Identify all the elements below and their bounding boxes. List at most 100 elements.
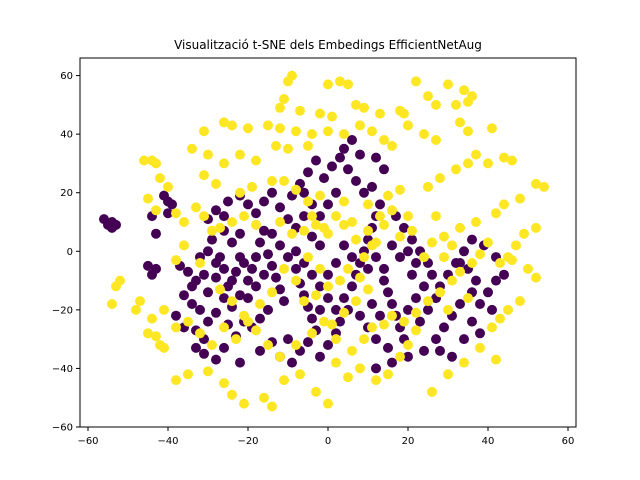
point-class-1 [311, 290, 321, 301]
point-class-0 [487, 304, 497, 315]
point-class-0 [339, 240, 349, 251]
point-class-1 [483, 237, 493, 248]
point-class-1 [343, 372, 353, 383]
point-class-1 [219, 322, 229, 333]
point-class-1 [279, 375, 289, 386]
point-class-1 [339, 219, 349, 230]
point-class-0 [395, 252, 405, 263]
plot-frame [79, 57, 577, 428]
point-class-1 [143, 328, 153, 339]
x-tick-label: 40 [482, 436, 495, 447]
point-class-1 [375, 108, 385, 119]
point-class-0 [255, 237, 265, 248]
point-class-1 [267, 287, 277, 298]
point-class-0 [435, 345, 445, 356]
point-class-0 [163, 208, 173, 219]
point-class-0 [235, 228, 245, 239]
point-class-1 [359, 102, 369, 113]
point-class-0 [407, 269, 417, 280]
point-class-0 [351, 176, 361, 186]
point-class-0 [267, 228, 277, 239]
point-class-1 [431, 135, 441, 145]
point-class-1 [307, 328, 317, 339]
point-class-0 [371, 334, 381, 345]
point-class-1 [507, 255, 517, 266]
point-class-1 [371, 375, 381, 386]
point-class-0 [179, 290, 189, 301]
point-class-0 [439, 322, 449, 333]
point-class-1 [387, 205, 397, 216]
point-class-1 [463, 126, 473, 137]
point-class-0 [235, 290, 245, 301]
point-class-1 [139, 155, 149, 166]
point-class-0 [447, 351, 457, 362]
point-class-1 [355, 363, 365, 374]
point-class-1 [291, 340, 301, 350]
point-class-1 [251, 219, 261, 230]
point-class-1 [275, 123, 285, 134]
point-class-0 [467, 234, 477, 245]
point-class-0 [499, 269, 509, 280]
point-class-1 [251, 155, 261, 166]
point-class-1 [443, 369, 453, 380]
point-class-1 [363, 284, 373, 295]
point-class-1 [463, 96, 473, 107]
point-class-1 [259, 392, 269, 403]
point-class-0 [431, 334, 441, 345]
point-class-1 [451, 99, 461, 110]
point-class-1 [323, 79, 333, 90]
point-class-0 [279, 296, 289, 307]
point-class-0 [375, 199, 385, 210]
point-class-0 [263, 249, 273, 260]
point-class-1 [327, 319, 337, 330]
x-tick-label: 20 [402, 436, 415, 447]
point-class-0 [299, 211, 309, 222]
point-class-0 [475, 299, 485, 309]
point-class-0 [491, 275, 501, 286]
point-class-1 [319, 316, 329, 327]
point-class-0 [399, 222, 409, 233]
point-class-1 [279, 263, 289, 274]
point-class-1 [291, 184, 301, 195]
point-class-0 [343, 164, 353, 175]
point-class-0 [363, 263, 373, 274]
point-class-1 [171, 322, 181, 333]
point-class-0 [227, 275, 237, 286]
point-class-0 [291, 263, 301, 274]
point-class-1 [423, 296, 433, 307]
point-class-1 [439, 231, 449, 242]
point-class-1 [295, 105, 305, 116]
point-class-1 [303, 252, 313, 263]
point-class-0 [339, 293, 349, 304]
point-class-1 [247, 181, 257, 192]
point-class-1 [203, 149, 213, 160]
point-class-1 [331, 211, 341, 222]
point-class-1 [303, 140, 313, 151]
point-class-1 [343, 263, 353, 274]
point-class-1 [219, 117, 229, 128]
point-class-1 [207, 340, 217, 350]
y-tick-label: 60 [60, 71, 73, 82]
point-class-1 [331, 357, 341, 368]
point-class-1 [383, 190, 393, 201]
point-class-1 [203, 366, 213, 377]
point-class-0 [407, 234, 417, 245]
point-class-1 [347, 217, 357, 227]
point-class-1 [499, 199, 509, 210]
point-class-0 [235, 357, 245, 368]
point-class-1 [163, 181, 173, 192]
point-class-1 [539, 181, 549, 192]
point-class-1 [443, 304, 453, 315]
y-tick-label: 40 [60, 130, 73, 141]
point-class-1 [323, 281, 333, 292]
point-class-0 [219, 342, 229, 353]
point-class-0 [387, 299, 397, 309]
point-class-1 [251, 325, 261, 336]
point-class-1 [427, 386, 437, 397]
point-class-1 [131, 304, 141, 315]
point-class-1 [159, 304, 169, 315]
point-class-1 [455, 266, 465, 277]
point-class-0 [151, 228, 161, 239]
point-class-1 [443, 79, 453, 90]
